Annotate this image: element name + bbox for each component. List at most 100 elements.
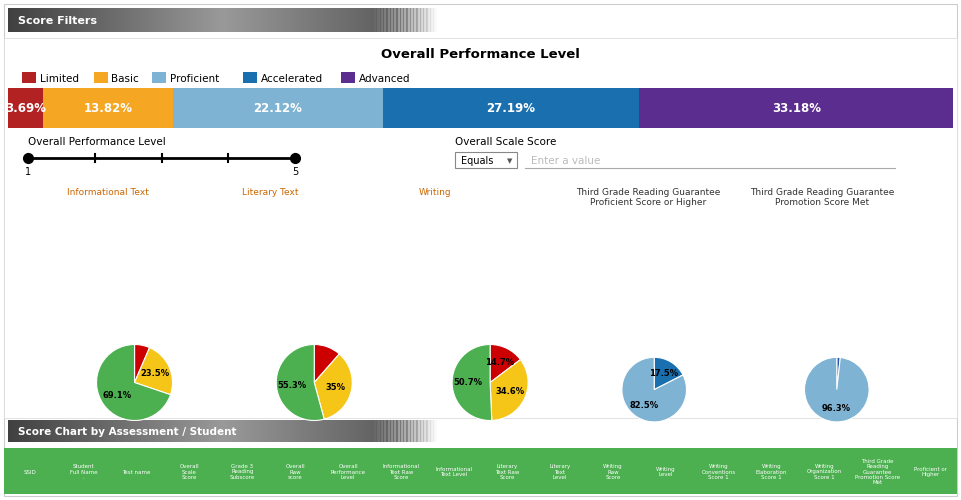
Bar: [10, 8, 12, 32]
Bar: [42, 8, 44, 32]
Bar: [639, 88, 953, 128]
Bar: [419, 8, 421, 32]
Bar: [381, 420, 382, 442]
Bar: [131, 8, 133, 32]
Bar: [205, 8, 207, 32]
Bar: [65, 420, 67, 442]
Bar: [286, 8, 288, 32]
Bar: [361, 420, 364, 442]
Bar: [160, 8, 161, 32]
Bar: [259, 8, 261, 32]
Bar: [122, 420, 124, 442]
Bar: [375, 420, 377, 442]
Bar: [192, 8, 194, 32]
Bar: [278, 8, 280, 32]
Bar: [263, 8, 265, 32]
Bar: [372, 420, 374, 442]
Bar: [248, 8, 250, 32]
Bar: [152, 72, 166, 83]
Text: Literary
Text
Level: Literary Text Level: [550, 464, 571, 480]
Bar: [149, 8, 151, 32]
Bar: [130, 420, 132, 442]
Bar: [289, 420, 291, 442]
Bar: [179, 420, 181, 442]
Bar: [373, 420, 375, 442]
Bar: [331, 8, 333, 32]
Bar: [236, 420, 238, 442]
Text: 13.82%: 13.82%: [84, 102, 133, 116]
Bar: [281, 8, 283, 32]
Bar: [455, 152, 517, 168]
Bar: [85, 8, 86, 32]
Bar: [154, 8, 156, 32]
Bar: [179, 8, 181, 32]
Bar: [276, 8, 278, 32]
Text: 35%: 35%: [326, 383, 346, 392]
Bar: [116, 8, 118, 32]
Bar: [42, 420, 44, 442]
Bar: [145, 8, 147, 32]
Bar: [209, 420, 211, 442]
Bar: [343, 420, 345, 442]
Bar: [165, 8, 167, 32]
Bar: [325, 8, 327, 32]
Bar: [15, 420, 17, 442]
Bar: [58, 8, 60, 32]
Bar: [246, 8, 248, 32]
Bar: [135, 8, 136, 32]
Bar: [354, 420, 356, 442]
Text: Overall
Performance
Level: Overall Performance Level: [331, 464, 365, 480]
Bar: [209, 8, 211, 32]
Wedge shape: [314, 344, 339, 383]
Bar: [349, 8, 351, 32]
Bar: [268, 420, 270, 442]
Bar: [292, 8, 294, 32]
Text: 5: 5: [292, 167, 298, 177]
Bar: [320, 420, 322, 442]
Bar: [407, 420, 408, 442]
Bar: [433, 420, 435, 442]
Bar: [127, 8, 129, 32]
Bar: [426, 420, 428, 442]
Bar: [329, 420, 331, 442]
Bar: [87, 8, 89, 32]
Bar: [398, 420, 400, 442]
Bar: [293, 8, 295, 32]
Bar: [270, 420, 272, 442]
Bar: [328, 8, 330, 32]
Bar: [182, 8, 184, 32]
Bar: [111, 8, 112, 32]
Bar: [158, 420, 160, 442]
Bar: [37, 8, 38, 32]
Bar: [107, 420, 109, 442]
Bar: [31, 420, 33, 442]
Bar: [169, 8, 171, 32]
Bar: [21, 8, 23, 32]
Bar: [320, 8, 322, 32]
Bar: [255, 8, 257, 32]
Text: SSID: SSID: [24, 470, 37, 474]
Bar: [222, 8, 224, 32]
Bar: [348, 420, 350, 442]
Bar: [115, 8, 117, 32]
Wedge shape: [654, 358, 683, 390]
Bar: [339, 420, 341, 442]
Bar: [90, 420, 92, 442]
Bar: [24, 8, 26, 32]
Bar: [78, 8, 80, 32]
Bar: [152, 420, 154, 442]
Bar: [411, 420, 413, 442]
Bar: [213, 8, 215, 32]
Text: 3.69%: 3.69%: [5, 102, 46, 116]
Bar: [398, 8, 400, 32]
Wedge shape: [314, 354, 353, 419]
Bar: [181, 420, 183, 442]
Bar: [212, 8, 214, 32]
Bar: [12, 420, 14, 442]
Bar: [46, 8, 48, 32]
Bar: [132, 8, 134, 32]
Text: Overall
Scale
Score: Overall Scale Score: [180, 464, 199, 480]
Bar: [51, 420, 53, 442]
Bar: [36, 8, 37, 32]
Bar: [13, 420, 15, 442]
